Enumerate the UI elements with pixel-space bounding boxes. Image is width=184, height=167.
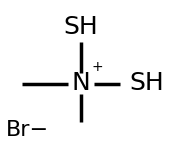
Text: SH: SH [64, 15, 98, 39]
Text: Br−: Br− [6, 120, 49, 140]
Text: SH: SH [130, 71, 164, 96]
Text: N: N [72, 71, 90, 96]
Text: +: + [91, 60, 103, 74]
